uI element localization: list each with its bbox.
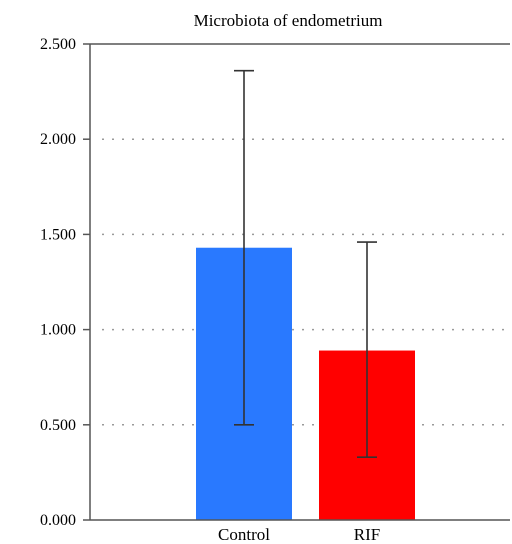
y-tick-label: 2.000 (40, 131, 76, 148)
y-tick-label: 0.000 (40, 512, 76, 529)
y-axis-ticks: 0.000 0.500 1.000 1.500 2.000 2.500 (40, 36, 90, 529)
x-label-control: Control (218, 525, 270, 544)
y-tick-label: 1.500 (40, 226, 76, 243)
bars (196, 247, 415, 520)
y-tick-label: 2.500 (40, 36, 76, 53)
chart-title: Microbiota of endometrium (194, 11, 383, 30)
y-tick-label: 1.000 (40, 322, 76, 339)
x-label-rif: RIF (354, 525, 380, 544)
y-tick-label: 0.500 (40, 417, 76, 434)
x-axis-labels: Control RIF (218, 525, 380, 544)
gridlines (102, 138, 510, 426)
error-bars (234, 69, 377, 458)
axes (89, 43, 510, 521)
